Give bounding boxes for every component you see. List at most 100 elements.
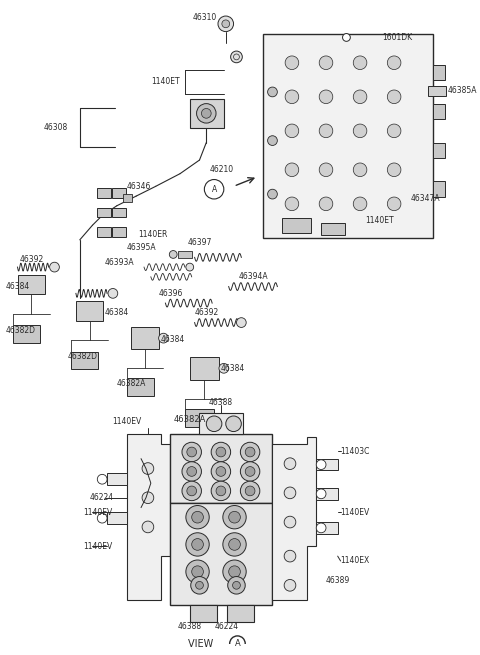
Circle shape: [195, 582, 204, 590]
Circle shape: [268, 87, 277, 97]
Bar: [107, 474, 127, 485]
Circle shape: [228, 538, 240, 550]
Text: 46384: 46384: [6, 282, 30, 291]
Circle shape: [284, 550, 296, 562]
Circle shape: [222, 20, 229, 28]
Circle shape: [245, 466, 255, 476]
Circle shape: [319, 163, 333, 177]
Bar: [71, 352, 98, 369]
Text: 46347A: 46347A: [411, 195, 440, 204]
Text: 46308: 46308: [44, 123, 68, 132]
Bar: [433, 143, 444, 158]
Text: VIEW: VIEW: [188, 639, 216, 648]
Circle shape: [387, 163, 401, 177]
Text: 46388: 46388: [209, 398, 233, 407]
Bar: [263, 33, 433, 238]
Text: 1140EV: 1140EV: [83, 508, 112, 517]
Text: 46385A: 46385A: [448, 86, 477, 96]
Bar: [12, 326, 40, 343]
Circle shape: [387, 56, 401, 69]
Bar: [433, 181, 444, 197]
Circle shape: [229, 636, 245, 652]
Circle shape: [228, 576, 245, 594]
Bar: [227, 605, 254, 622]
Circle shape: [191, 576, 208, 594]
Circle shape: [142, 492, 154, 504]
Bar: [321, 223, 346, 235]
Circle shape: [284, 580, 296, 591]
Circle shape: [182, 442, 202, 462]
Circle shape: [223, 560, 246, 584]
Circle shape: [353, 124, 367, 138]
Circle shape: [142, 462, 154, 474]
Circle shape: [284, 458, 296, 470]
Circle shape: [387, 90, 401, 103]
Bar: [428, 86, 446, 96]
Text: 46394A: 46394A: [239, 272, 268, 282]
Circle shape: [216, 486, 226, 496]
Circle shape: [285, 56, 299, 69]
Circle shape: [211, 481, 230, 500]
Circle shape: [186, 263, 193, 271]
Circle shape: [353, 56, 367, 69]
Bar: [282, 219, 312, 233]
Text: 46395A: 46395A: [127, 243, 156, 252]
Circle shape: [285, 124, 299, 138]
Circle shape: [216, 447, 226, 457]
Text: 46384: 46384: [105, 309, 129, 317]
Bar: [433, 103, 444, 119]
Text: 46396: 46396: [158, 289, 183, 298]
Bar: [76, 301, 103, 320]
Text: 46384: 46384: [161, 335, 185, 344]
Circle shape: [319, 124, 333, 138]
Circle shape: [316, 460, 326, 470]
Circle shape: [211, 442, 230, 462]
Bar: [127, 378, 154, 396]
Text: 46382A: 46382A: [174, 415, 206, 424]
Circle shape: [387, 197, 401, 211]
Bar: [107, 512, 127, 524]
Circle shape: [268, 189, 277, 199]
Bar: [200, 413, 243, 434]
Circle shape: [237, 318, 246, 328]
Text: 1140EV: 1140EV: [112, 417, 141, 426]
Circle shape: [343, 33, 350, 41]
Circle shape: [169, 251, 177, 258]
Circle shape: [230, 51, 242, 63]
Text: 46392: 46392: [194, 309, 219, 317]
Circle shape: [240, 442, 260, 462]
Text: 46346: 46346: [127, 182, 151, 191]
Circle shape: [108, 288, 118, 298]
Circle shape: [186, 506, 209, 529]
Circle shape: [240, 462, 260, 481]
Circle shape: [353, 90, 367, 103]
Polygon shape: [273, 438, 316, 600]
Bar: [17, 275, 45, 294]
Circle shape: [285, 163, 299, 177]
Bar: [170, 434, 273, 502]
Text: 1140ET: 1140ET: [151, 77, 180, 86]
Circle shape: [192, 538, 204, 550]
Circle shape: [187, 466, 197, 476]
Bar: [316, 522, 337, 534]
Circle shape: [186, 533, 209, 556]
Text: 46393A: 46393A: [105, 257, 135, 267]
Text: 46392: 46392: [20, 255, 44, 264]
Circle shape: [216, 466, 226, 476]
Circle shape: [197, 103, 216, 123]
Text: 46224: 46224: [90, 493, 114, 502]
Circle shape: [218, 16, 234, 31]
Text: 11403C: 11403C: [341, 447, 370, 455]
Circle shape: [226, 416, 241, 432]
Circle shape: [97, 514, 107, 523]
Bar: [97, 188, 111, 198]
Circle shape: [192, 512, 204, 523]
Circle shape: [192, 566, 204, 578]
Circle shape: [353, 197, 367, 211]
Bar: [316, 458, 337, 470]
Circle shape: [245, 486, 255, 496]
Circle shape: [228, 566, 240, 578]
Circle shape: [211, 462, 230, 481]
Bar: [190, 605, 217, 622]
Text: 46382D: 46382D: [6, 326, 36, 335]
